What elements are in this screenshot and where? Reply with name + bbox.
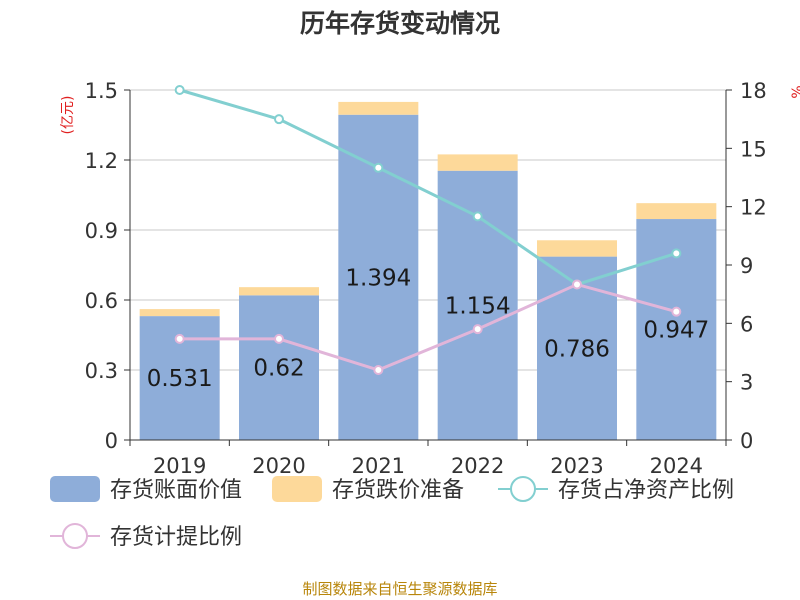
bar-data-label: 0.531	[147, 366, 213, 392]
legend-label: 存货跌价准备	[332, 478, 464, 503]
point-inventory-to-net-assets	[472, 211, 483, 222]
x-axis-tick-label: 2020	[252, 454, 305, 478]
legend-marker	[62, 523, 88, 549]
point-provision-ratio	[373, 365, 384, 375]
line-series	[174, 85, 682, 375]
legend-item: 存货跌价准备	[272, 476, 464, 503]
right-axis-tick-label: 6	[740, 312, 753, 336]
bar-impairment-reserve	[537, 240, 617, 257]
left-axis-unit-label: (亿元)	[60, 96, 76, 135]
bar-impairment-reserve	[437, 154, 518, 171]
x-axis-tick-label: 2022	[451, 454, 504, 478]
x-axis-tick-label: 2019	[153, 454, 206, 478]
legend-item: 存货计提比例	[50, 523, 242, 550]
legend-label: 存货占净资产比例	[558, 478, 734, 503]
legend-item: 存货占净资产比例	[498, 476, 734, 503]
bar-data-label: 0.947	[643, 318, 709, 344]
left-axis-tick-label: 0.3	[85, 359, 118, 383]
left-axis-tick-label: 0.9	[85, 219, 118, 243]
legend-label: 存货计提比例	[110, 525, 242, 550]
axes: 0 0.3 0.6 0.9 1.2 1.5 0 3 6 9 12 15 18 (亿元)% 2019 2020 2…	[60, 79, 800, 478]
point-inventory-to-net-assets	[373, 162, 384, 173]
point-inventory-to-net-assets	[274, 114, 284, 125]
bar-data-label: 1.154	[445, 293, 511, 319]
bar-impairment-reserve	[636, 203, 717, 220]
right-axis-tick-label: 15	[740, 137, 767, 161]
point-provision-ratio	[472, 324, 483, 335]
bar-impairment-reserve	[139, 309, 220, 317]
point-provision-ratio	[274, 333, 284, 344]
x-axis-tick-label: 2021	[352, 454, 405, 478]
point-provision-ratio	[174, 333, 185, 344]
right-axis-unit-label: %	[790, 85, 800, 98]
left-axis-tick-label: 0.6	[85, 289, 118, 313]
point-inventory-to-net-assets	[174, 85, 185, 95]
left-axis-tick-label: 1.2	[85, 149, 118, 173]
x-axis-tick-label: 2023	[550, 454, 603, 478]
bar-series	[139, 101, 717, 440]
bar-impairment-reserve	[338, 101, 419, 115]
legend-swatch	[50, 476, 100, 502]
bar-data-label: 1.394	[345, 265, 411, 291]
right-axis-tick-label: 0	[740, 429, 753, 453]
chart-title: 历年存货变动情况	[300, 9, 500, 38]
bar-data-label: 0.62	[253, 356, 304, 382]
bar-data-label: 0.786	[544, 336, 610, 362]
point-provision-ratio	[671, 306, 682, 317]
point-provision-ratio	[572, 279, 582, 290]
left-axis-tick-label: 1.5	[85, 79, 118, 103]
left-axis-tick-label: 0	[105, 429, 118, 453]
bar-book-value	[239, 295, 319, 440]
grid	[130, 89, 726, 371]
source-footer: 制图数据来自恒生聚源数据库	[302, 580, 498, 598]
bar-impairment-reserve	[239, 287, 319, 296]
data-labels: 0.531 0.62 1.394 1.154 0.786 0.947	[147, 265, 710, 392]
point-inventory-to-net-assets	[671, 248, 682, 259]
legend-marker	[510, 476, 536, 502]
legend-swatch	[272, 476, 322, 502]
legend-label: 存货账面价值	[110, 478, 242, 503]
right-axis-tick-label: 3	[740, 371, 753, 395]
right-axis-tick-label: 9	[740, 254, 753, 278]
line-inventory-to-net-assets	[179, 88, 677, 287]
right-axis-tick-label: 12	[740, 196, 767, 220]
line-provision-ratio	[179, 282, 677, 372]
right-axis-tick-label: 18	[740, 79, 767, 103]
legend-item: 存货账面价值	[50, 476, 242, 503]
x-axis-tick-label: 2024	[650, 454, 703, 478]
